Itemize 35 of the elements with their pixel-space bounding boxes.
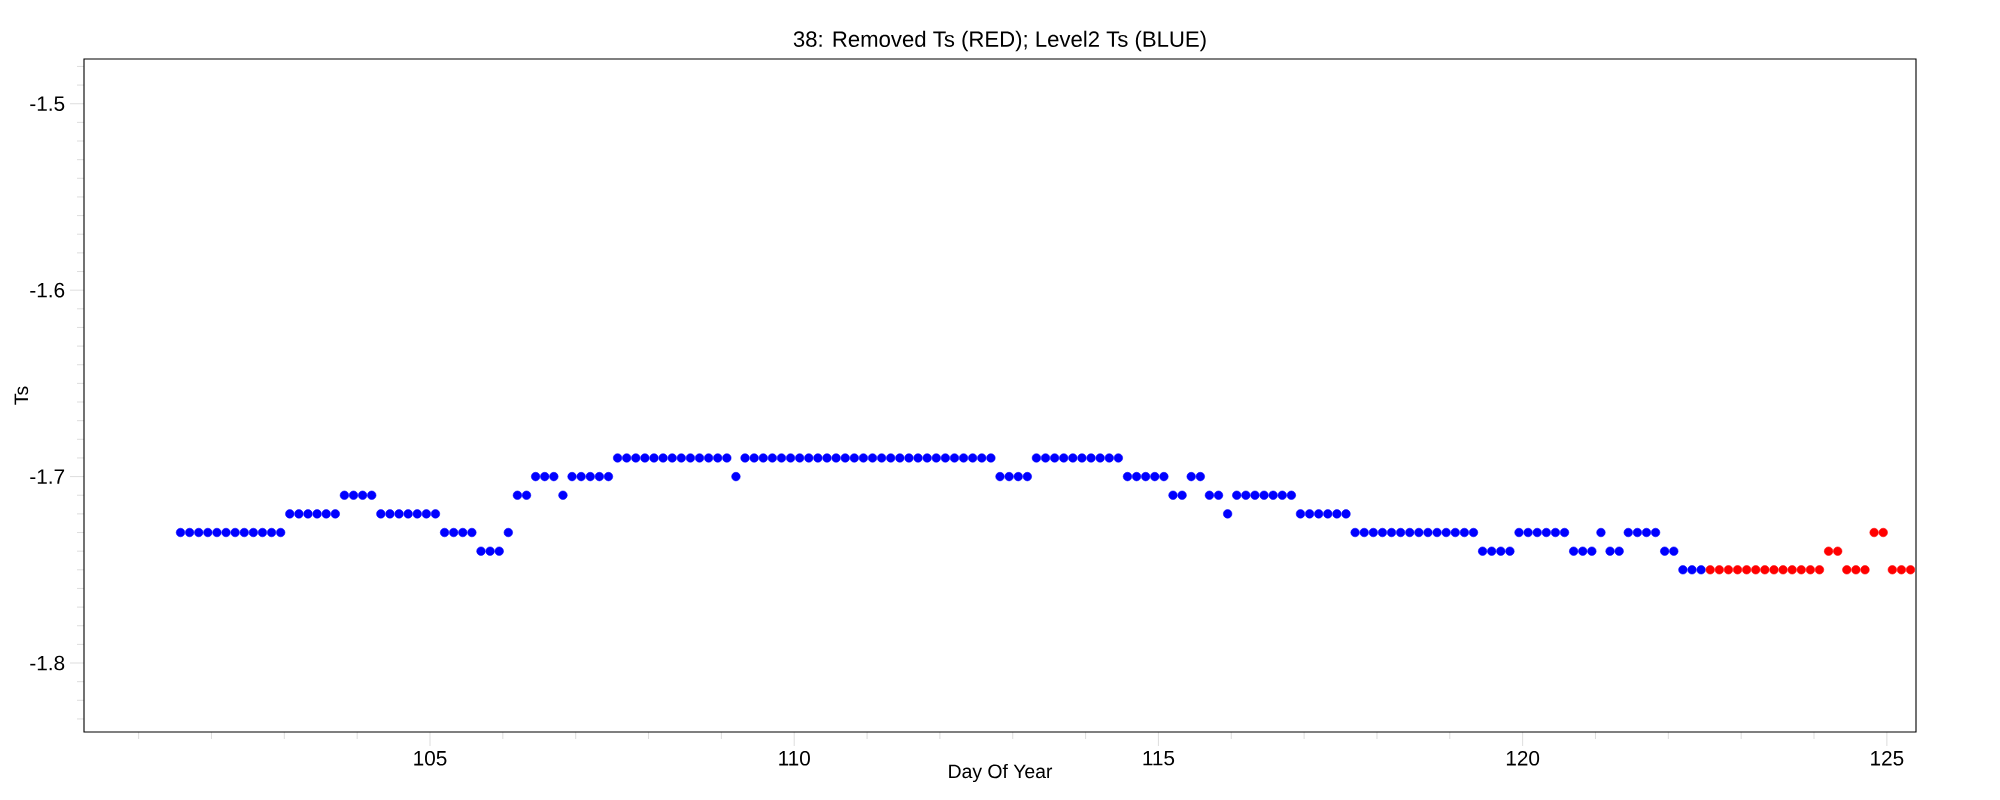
point: [1833, 546, 1843, 556]
chart-title: 38: Removed Ts (RED); Level2 Ts (BLUE): [793, 30, 1206, 52]
point: [1723, 565, 1733, 575]
point: [1869, 527, 1879, 538]
point: [1796, 565, 1806, 575]
x-tick-label: 105: [414, 750, 447, 766]
x-tick-label: 125: [1871, 750, 1904, 766]
point: [1705, 565, 1715, 575]
point: [1760, 565, 1770, 575]
point: [1769, 565, 1779, 575]
y-tick-label: -1.6: [30, 282, 65, 298]
point: [1742, 565, 1752, 575]
point: [1824, 546, 1834, 556]
point: [1887, 565, 1897, 575]
point: [1714, 565, 1724, 575]
point: [1851, 565, 1861, 575]
y-tick-label: -1.5: [30, 96, 65, 111]
point: [1732, 565, 1743, 575]
point: [1905, 565, 1916, 575]
point: [1787, 565, 1797, 575]
x-tick-label: 120: [1506, 750, 1540, 766]
y-axis-title: Ts: [14, 386, 29, 405]
point: [1842, 565, 1852, 575]
y-tick-label: -1.8: [30, 655, 65, 671]
point: [1814, 565, 1825, 575]
x-tick-label: 110: [779, 750, 810, 766]
point: [1860, 565, 1870, 575]
x-tick-label: 115: [1143, 750, 1175, 766]
point: [1896, 565, 1906, 575]
y-tick-label: -1.7: [30, 469, 65, 484]
point: [1751, 565, 1761, 575]
point: [1778, 565, 1788, 575]
x-axis-title: Day Of Year: [949, 764, 1053, 783]
point: [1878, 527, 1888, 538]
point: [1805, 565, 1815, 575]
